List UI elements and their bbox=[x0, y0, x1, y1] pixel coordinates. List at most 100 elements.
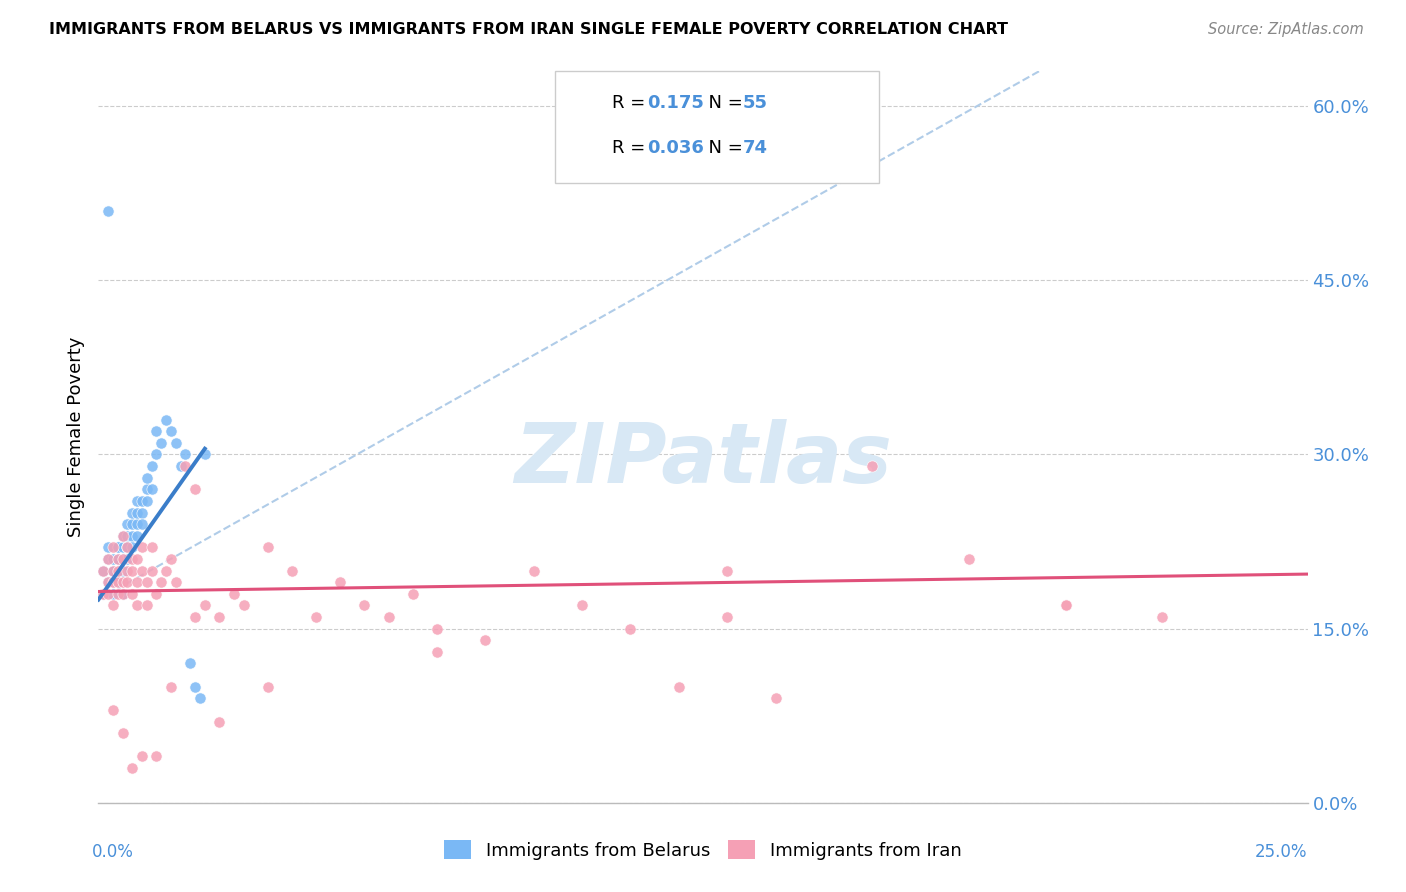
Point bbox=[1054, 599, 1077, 613]
Y-axis label: Single Female Poverty: Single Female Poverty bbox=[66, 337, 84, 537]
Point bbox=[127, 529, 149, 543]
Point bbox=[111, 575, 134, 590]
Point bbox=[111, 529, 134, 543]
Point bbox=[150, 436, 173, 450]
Point bbox=[107, 552, 129, 566]
Point bbox=[117, 517, 139, 532]
Point bbox=[97, 552, 120, 566]
Point bbox=[127, 599, 149, 613]
Point bbox=[184, 680, 207, 694]
Point bbox=[121, 517, 143, 532]
Point bbox=[571, 599, 593, 613]
Text: 74: 74 bbox=[742, 139, 768, 157]
Point bbox=[121, 564, 143, 578]
Text: IMMIGRANTS FROM BELARUS VS IMMIGRANTS FROM IRAN SINGLE FEMALE POVERTY CORRELATIO: IMMIGRANTS FROM BELARUS VS IMMIGRANTS FR… bbox=[49, 22, 1008, 37]
Text: N =: N = bbox=[697, 139, 749, 157]
Point bbox=[127, 494, 149, 508]
Point bbox=[523, 564, 546, 578]
Point bbox=[426, 622, 449, 636]
Point bbox=[127, 552, 149, 566]
Point bbox=[169, 459, 191, 474]
Point bbox=[232, 599, 254, 613]
Point bbox=[135, 599, 157, 613]
Point bbox=[145, 749, 167, 764]
Point bbox=[121, 529, 143, 543]
Point bbox=[97, 587, 120, 601]
Point bbox=[107, 541, 129, 555]
Point bbox=[860, 459, 883, 474]
Point bbox=[155, 564, 177, 578]
Point bbox=[135, 483, 157, 497]
Point bbox=[765, 691, 787, 706]
Text: 0.0%: 0.0% bbox=[91, 843, 134, 861]
Point bbox=[127, 575, 149, 590]
Point bbox=[135, 471, 157, 485]
Text: 55: 55 bbox=[742, 95, 768, 112]
Point bbox=[716, 564, 738, 578]
Point bbox=[174, 448, 197, 462]
Point bbox=[131, 506, 153, 520]
Point bbox=[91, 587, 114, 601]
Point bbox=[91, 564, 114, 578]
Point bbox=[402, 587, 425, 601]
Point bbox=[111, 529, 134, 543]
Point bbox=[141, 564, 163, 578]
Point bbox=[256, 680, 278, 694]
Point bbox=[141, 483, 163, 497]
Point bbox=[131, 541, 153, 555]
Text: 0.175: 0.175 bbox=[647, 95, 703, 112]
Point bbox=[101, 564, 124, 578]
Point bbox=[101, 575, 124, 590]
Point bbox=[222, 587, 245, 601]
Point bbox=[91, 587, 114, 601]
Point bbox=[160, 424, 183, 438]
Text: N =: N = bbox=[697, 95, 749, 112]
Point bbox=[91, 564, 114, 578]
Point bbox=[97, 541, 120, 555]
Point bbox=[426, 645, 449, 659]
Point bbox=[377, 610, 399, 624]
Legend: Immigrants from Belarus, Immigrants from Iran: Immigrants from Belarus, Immigrants from… bbox=[437, 833, 969, 867]
Point bbox=[117, 541, 139, 555]
Point bbox=[256, 541, 278, 555]
Point bbox=[121, 541, 143, 555]
Point bbox=[184, 483, 207, 497]
Text: 25.0%: 25.0% bbox=[1256, 843, 1308, 861]
Point bbox=[174, 459, 197, 474]
Point bbox=[619, 622, 641, 636]
Point bbox=[131, 749, 153, 764]
Point bbox=[107, 575, 129, 590]
Point bbox=[111, 564, 134, 578]
Point bbox=[107, 541, 129, 555]
Point bbox=[97, 575, 120, 590]
Point bbox=[117, 541, 139, 555]
Point bbox=[179, 657, 201, 671]
Point bbox=[107, 587, 129, 601]
Point bbox=[111, 552, 134, 566]
Point bbox=[957, 552, 980, 566]
Text: R =: R = bbox=[612, 95, 651, 112]
Point bbox=[107, 552, 129, 566]
Point bbox=[155, 412, 177, 426]
Point bbox=[117, 541, 139, 555]
Point bbox=[101, 552, 124, 566]
Point bbox=[160, 552, 183, 566]
Point bbox=[145, 448, 167, 462]
Point bbox=[97, 552, 120, 566]
Point bbox=[117, 564, 139, 578]
Point bbox=[101, 541, 124, 555]
Point bbox=[101, 564, 124, 578]
Point bbox=[329, 575, 352, 590]
Point bbox=[111, 587, 134, 601]
Point bbox=[101, 564, 124, 578]
Point bbox=[111, 541, 134, 555]
Point bbox=[107, 564, 129, 578]
Point bbox=[1054, 599, 1077, 613]
Point bbox=[165, 575, 187, 590]
Point bbox=[281, 564, 304, 578]
Point bbox=[111, 587, 134, 601]
Point bbox=[101, 587, 124, 601]
Point bbox=[117, 552, 139, 566]
Point bbox=[121, 761, 143, 775]
Point bbox=[121, 506, 143, 520]
